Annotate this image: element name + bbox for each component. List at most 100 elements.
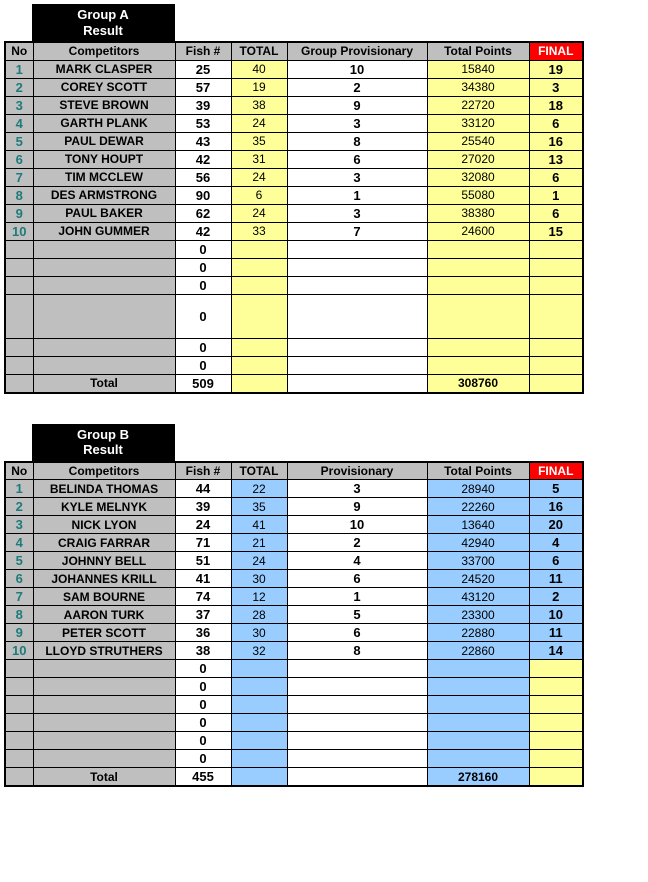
cell-total: 22 — [231, 480, 287, 498]
cell-final: 2 — [529, 588, 583, 606]
cell-total — [231, 374, 287, 393]
cell-total — [231, 732, 287, 750]
cell-points: 22860 — [427, 642, 529, 660]
cell-name — [33, 338, 175, 356]
cell-fish: 43 — [175, 132, 231, 150]
cell-final — [529, 294, 583, 338]
cell-no: 9 — [5, 204, 33, 222]
data-row: 4 CRAIG FARRAR 71 21 2 42940 4 — [5, 534, 583, 552]
cell-points: 33700 — [427, 552, 529, 570]
total-row: Total 455 278160 — [5, 768, 583, 787]
cell-total: 35 — [231, 498, 287, 516]
cell-fish: 24 — [175, 516, 231, 534]
cell-total: 21 — [231, 534, 287, 552]
cell-total — [231, 750, 287, 768]
cell-final: 19 — [529, 60, 583, 78]
cell-points — [427, 732, 529, 750]
group-title-line2: Result — [33, 23, 174, 39]
cell-points — [427, 678, 529, 696]
cell-no: 6 — [5, 150, 33, 168]
cell-final: 16 — [529, 498, 583, 516]
cell-final — [529, 696, 583, 714]
cell-name: NICK LYON — [33, 516, 175, 534]
cell-points — [427, 276, 529, 294]
empty-row: 0 — [5, 338, 583, 356]
cell-name — [33, 732, 175, 750]
cell-final: 10 — [529, 606, 583, 624]
cell-final — [529, 732, 583, 750]
cell-points: 13640 — [427, 516, 529, 534]
header-row: No Competitors Fish # TOTAL Group Provis… — [5, 42, 583, 60]
cell-points: 24600 — [427, 222, 529, 240]
cell-name — [33, 276, 175, 294]
data-row: 3 NICK LYON 24 41 10 13640 20 — [5, 516, 583, 534]
cell-final: 13 — [529, 150, 583, 168]
cell-prov — [287, 338, 427, 356]
hdr-no: No — [5, 42, 33, 60]
cell-points — [427, 714, 529, 732]
data-row: 8 AARON TURK 37 28 5 23300 10 — [5, 606, 583, 624]
cell-name — [33, 240, 175, 258]
cell-total — [231, 294, 287, 338]
cell-total: 33 — [231, 222, 287, 240]
cell-total — [231, 338, 287, 356]
cell-points: 42940 — [427, 534, 529, 552]
cell-total: 12 — [231, 588, 287, 606]
cell-final: 6 — [529, 552, 583, 570]
cell-no: 1 — [5, 480, 33, 498]
header-row: No Competitors Fish # TOTAL Provisionary… — [5, 462, 583, 480]
cell-fish: 71 — [175, 534, 231, 552]
empty-row: 0 — [5, 294, 583, 338]
group-title-block: Group A Result — [4, 4, 175, 41]
cell-fish: 90 — [175, 186, 231, 204]
group-title-line2: Result — [33, 442, 174, 458]
empty-row: 0 — [5, 678, 583, 696]
empty-row: 0 — [5, 696, 583, 714]
cell-no — [5, 258, 33, 276]
cell-total: 40 — [231, 60, 287, 78]
cell-fish: 42 — [175, 150, 231, 168]
cell-fish: 0 — [175, 714, 231, 732]
cell-total — [231, 356, 287, 374]
cell-final: 6 — [529, 168, 583, 186]
cell-fish: 74 — [175, 588, 231, 606]
cell-name: CRAIG FARRAR — [33, 534, 175, 552]
data-row: 3 STEVE BROWN 39 38 9 22720 18 — [5, 96, 583, 114]
cell-total: 24 — [231, 204, 287, 222]
cell-name — [33, 678, 175, 696]
data-row: 7 SAM BOURNE 74 12 1 43120 2 — [5, 588, 583, 606]
cell-final: 3 — [529, 78, 583, 96]
cell-name — [33, 714, 175, 732]
cell-total — [231, 696, 287, 714]
cell-total: 31 — [231, 150, 287, 168]
empty-row: 0 — [5, 750, 583, 768]
cell-points — [427, 750, 529, 768]
cell-prov: 2 — [287, 534, 427, 552]
cell-total: 28 — [231, 606, 287, 624]
cell-no — [5, 356, 33, 374]
cell-final: 18 — [529, 96, 583, 114]
group-spacer — [4, 394, 648, 424]
cell-fish: 0 — [175, 660, 231, 678]
cell-final — [529, 258, 583, 276]
cell-name: STEVE BROWN — [33, 96, 175, 114]
cell-prov — [287, 374, 427, 393]
cell-total: 35 — [231, 132, 287, 150]
cell-no — [5, 660, 33, 678]
cell-final: 6 — [529, 114, 583, 132]
cell-fish: 37 — [175, 606, 231, 624]
cell-points: 33120 — [427, 114, 529, 132]
cell-fish: 0 — [175, 732, 231, 750]
cell-final: 6 — [529, 204, 583, 222]
cell-no: 7 — [5, 168, 33, 186]
total-row: Total 509 308760 — [5, 374, 583, 393]
cell-name — [33, 750, 175, 768]
data-row: 1 MARK CLASPER 25 40 10 15840 19 — [5, 60, 583, 78]
cell-points-total: 278160 — [427, 768, 529, 787]
cell-total: 30 — [231, 624, 287, 642]
cell-fish: 51 — [175, 552, 231, 570]
data-row: 2 KYLE MELNYK 39 35 9 22260 16 — [5, 498, 583, 516]
data-row: 10 JOHN GUMMER 42 33 7 24600 15 — [5, 222, 583, 240]
cell-name: LLOYD STRUTHERS — [33, 642, 175, 660]
cell-total — [231, 258, 287, 276]
